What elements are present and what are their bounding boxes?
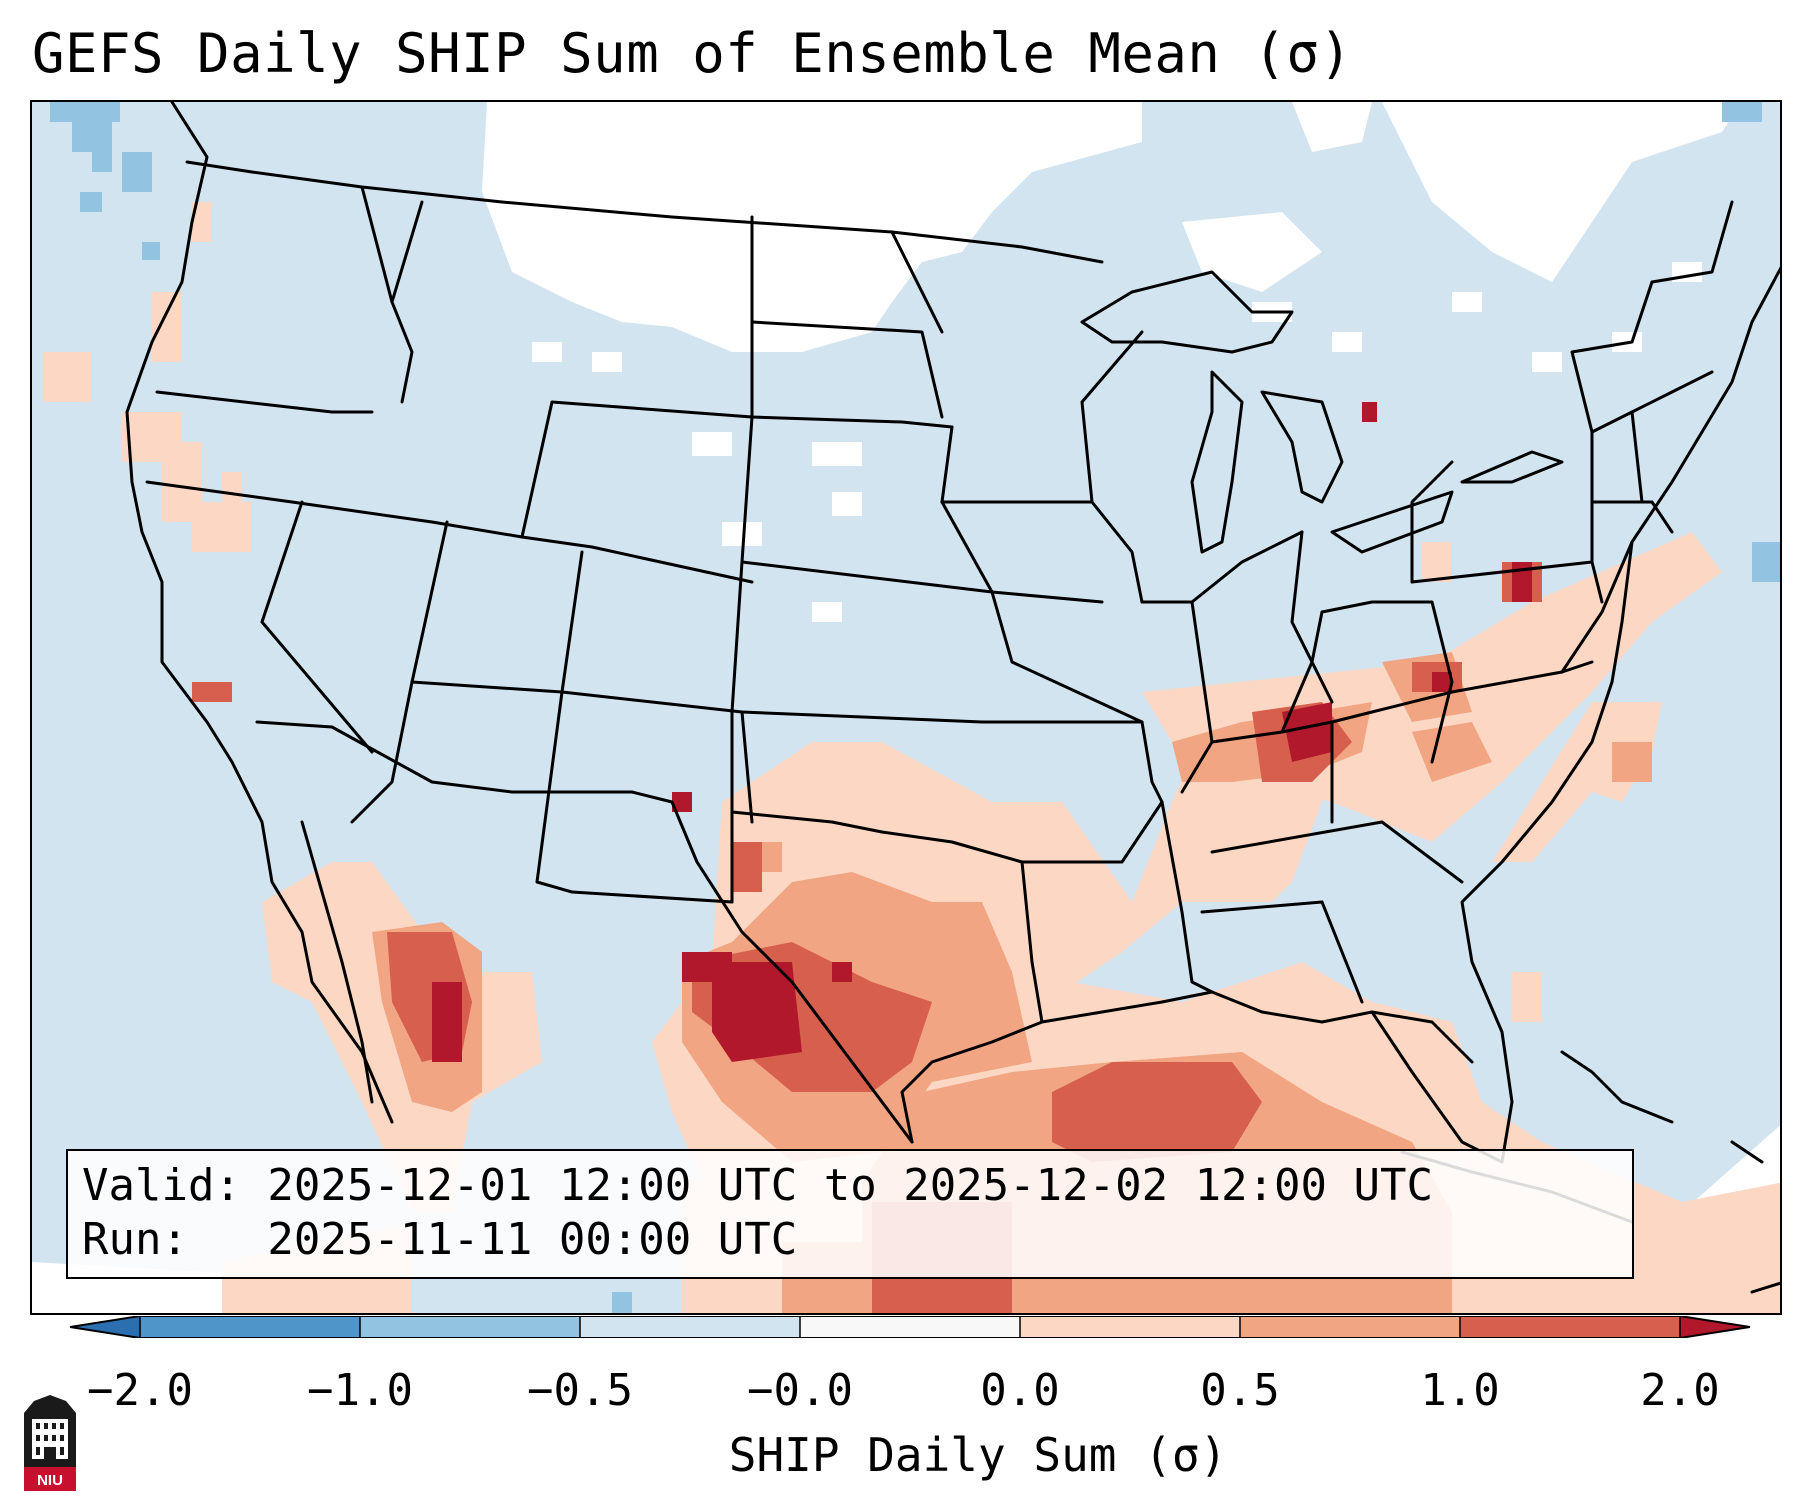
colorbar [70, 1316, 1750, 1338]
colorbar-extend-high [1680, 1316, 1750, 1338]
colorbar-tick-label: 0.0 [980, 1365, 1060, 1416]
colorbar-segment [580, 1316, 801, 1338]
colorbar-tick-label: 1.0 [1420, 1365, 1500, 1416]
extreme-positive-shading [432, 402, 1532, 1062]
colorbar-segment [1020, 1316, 1241, 1338]
weak-negative-speckles [50, 102, 1780, 1313]
colorbar-segment [360, 1316, 581, 1338]
colorbar-label: SHIP Daily Sum (σ) [728, 1428, 1228, 1482]
colorbar-extend-low [70, 1316, 140, 1338]
colorbar-tick-label: −1.0 [307, 1365, 413, 1416]
map-panel [30, 100, 1782, 1315]
colorbar-tick-label: 0.5 [1200, 1365, 1280, 1416]
colorbar-segment [1240, 1316, 1461, 1338]
colorbar-segment [800, 1316, 1021, 1338]
map-title: GEFS Daily SHIP Sum of Ensemble Mean (σ) [32, 22, 1353, 85]
colorbar-tick-label: 2.0 [1640, 1365, 1720, 1416]
run-time-text: Run: 2025-11-11 00:00 UTC [82, 1214, 798, 1265]
colorbar-tick-label: −0.0 [747, 1365, 853, 1416]
colorbar-segment [1460, 1316, 1681, 1338]
ship-map [32, 102, 1780, 1313]
political-boundaries [125, 102, 1780, 1294]
neutral-speckles [532, 262, 1702, 622]
valid-run-box: Valid: 2025-12-01 12:00 UTC to 2025-12-0… [66, 1149, 1634, 1279]
colorbar-tick-label: −0.5 [527, 1365, 633, 1416]
niu-logo: NIU [24, 1395, 76, 1491]
colorbar-tick-label: −2.0 [87, 1365, 193, 1416]
svg-text:NIU: NIU [37, 1472, 63, 1489]
valid-time-text: Valid: 2025-12-01 12:00 UTC to 2025-12-0… [82, 1160, 1434, 1211]
colorbar-segment [140, 1316, 361, 1338]
